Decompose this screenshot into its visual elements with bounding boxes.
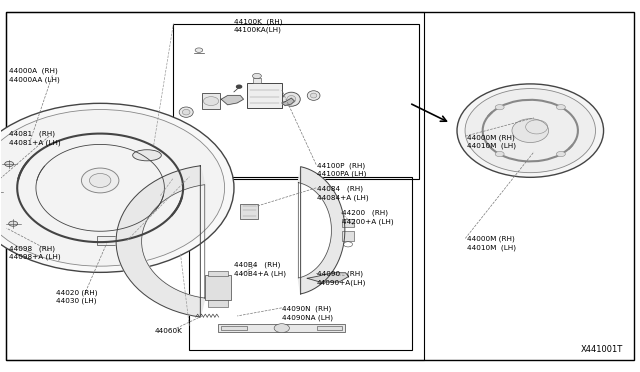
Bar — [6, 13, 424, 359]
Ellipse shape — [282, 92, 300, 106]
Bar — [189, 177, 412, 350]
Bar — [173, 23, 419, 179]
Text: 44020 (RH)
44030 (LH): 44020 (RH) 44030 (LH) — [56, 289, 97, 304]
Text: 44090   (RH)
44090+A(LH): 44090 (RH) 44090+A(LH) — [317, 271, 366, 286]
Text: 44081   (RH)
44081+A (LH): 44081 (RH) 44081+A (LH) — [9, 131, 61, 145]
Circle shape — [495, 105, 504, 110]
Bar — [241, 204, 258, 219]
Text: 44200   (RH)
44200+A (LH): 44200 (RH) 44200+A (LH) — [342, 210, 394, 225]
Bar — [317, 326, 342, 330]
Text: 44100P  (RH)
44100PA (LH): 44100P (RH) 44100PA (LH) — [317, 162, 366, 177]
Polygon shape — [307, 273, 349, 282]
Circle shape — [556, 151, 565, 157]
Polygon shape — [282, 98, 294, 106]
Ellipse shape — [132, 150, 161, 161]
Polygon shape — [116, 166, 205, 317]
Ellipse shape — [0, 103, 234, 272]
Circle shape — [495, 151, 504, 157]
Circle shape — [204, 97, 219, 106]
Bar — [342, 231, 354, 241]
Circle shape — [237, 85, 242, 88]
Bar — [221, 326, 246, 330]
Bar — [246, 83, 282, 109]
Text: 44000M (RH)
44010M  (LH): 44000M (RH) 44010M (LH) — [467, 134, 516, 149]
Bar — [218, 324, 346, 332]
Circle shape — [556, 105, 565, 110]
Text: 44090N  (RH)
44090NA (LH): 44090N (RH) 44090NA (LH) — [282, 306, 333, 321]
Bar — [97, 236, 129, 245]
Bar — [205, 275, 231, 301]
Text: 44098   (RH)
44098+A (LH): 44098 (RH) 44098+A (LH) — [9, 245, 61, 260]
Ellipse shape — [81, 168, 119, 193]
Text: X441001T: X441001T — [580, 345, 623, 354]
Circle shape — [274, 324, 289, 333]
Bar — [202, 93, 220, 109]
Bar — [342, 219, 354, 227]
Text: 44084   (RH)
44084+A (LH): 44084 (RH) 44084+A (LH) — [317, 186, 369, 201]
Ellipse shape — [179, 107, 193, 117]
Ellipse shape — [90, 173, 111, 187]
Ellipse shape — [465, 89, 595, 173]
Text: 44100K  (RH)
44100KA(LH): 44100K (RH) 44100KA(LH) — [234, 18, 282, 33]
Text: 44000A  (RH)
44000AA (LH): 44000A (RH) 44000AA (LH) — [9, 68, 60, 83]
Circle shape — [4, 161, 13, 167]
Text: 440B4   (RH)
440B4+A (LH): 440B4 (RH) 440B4+A (LH) — [234, 262, 286, 277]
Bar — [253, 78, 260, 83]
Bar — [209, 300, 228, 307]
Circle shape — [9, 221, 18, 226]
Ellipse shape — [287, 96, 296, 103]
Polygon shape — [298, 167, 345, 294]
Polygon shape — [221, 96, 244, 105]
Text: 44000M (RH)
44010M  (LH): 44000M (RH) 44010M (LH) — [467, 236, 516, 251]
Bar — [209, 271, 228, 276]
Ellipse shape — [307, 91, 320, 100]
Circle shape — [252, 73, 261, 78]
Text: 44060K: 44060K — [154, 328, 182, 334]
Circle shape — [195, 48, 203, 52]
Ellipse shape — [310, 93, 317, 98]
Ellipse shape — [512, 119, 548, 142]
Ellipse shape — [457, 84, 604, 177]
Ellipse shape — [182, 109, 190, 115]
Ellipse shape — [0, 109, 225, 266]
